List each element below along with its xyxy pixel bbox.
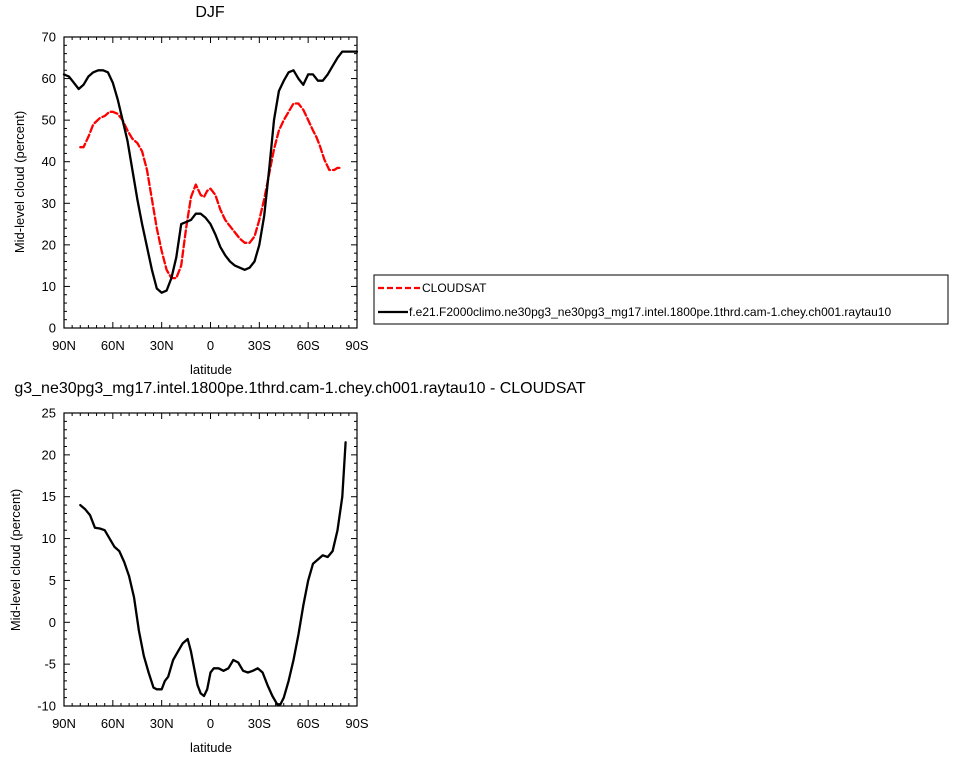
legend: CLOUDSAT f.e21.F2000climo.ne30pg3_ne30pg… [373, 274, 949, 325]
top-plot-area: 90N 60N 30N 0 30S 60S 90S 0 10 20 30 40 50 60 70 [42, 30, 369, 354]
top-y-tick-label: 20 [42, 237, 56, 252]
bottom-y-tick-label: 10 [42, 531, 56, 546]
top-series-line-1 [79, 102, 342, 280]
bottom-x-tick-label: 90N [52, 716, 76, 731]
top-series-line-2 [62, 50, 359, 294]
top-panel: DJF 90N 60N 30N 0 30S 60S 90S 0 10 20 30 40 50 60 70 l… [12, 4, 369, 377]
bottom-x-tick-label: 30N [150, 716, 174, 731]
bottom-x-axis-label: latitude [190, 740, 232, 755]
top-x-tick-label: 60S [297, 338, 320, 353]
bottom-y-tick-label: 25 [42, 406, 56, 421]
top-y-tick-label: 50 [42, 113, 56, 128]
top-y-tick-label: 30 [42, 196, 56, 211]
top-y-tick-label: 10 [42, 279, 56, 294]
bottom-chart-title: g3_ne30pg3_mg17.intel.1800pe.1thrd.cam-1… [14, 380, 586, 397]
bottom-y-axis-label: Mid-level cloud (percent) [8, 489, 23, 631]
top-x-tick-label: 30S [248, 338, 271, 353]
top-y-tick-label: 70 [42, 30, 56, 45]
bottom-y-tick-label: 20 [42, 447, 56, 462]
top-x-tick-label: 90S [345, 338, 368, 353]
top-x-tick-label: 30N [150, 338, 174, 353]
top-x-tick-label: 60N [101, 338, 125, 353]
bottom-x-tick-label: 90S [345, 716, 368, 731]
top-x-tick-label: 90N [52, 338, 76, 353]
bottom-plot-area: 90N 60N 30N 0 30S 60S 90S -10 -5 0 5 10 15 20 25 [37, 406, 369, 732]
legend-box [373, 274, 949, 325]
bottom-y-tick-label: 0 [49, 615, 56, 630]
bottom-y-tick-label: -10 [37, 699, 56, 714]
legend-label-model: f.e21.F2000climo.ne30pg3_ne30pg3_mg17.in… [409, 305, 891, 319]
bottom-panel: g3_ne30pg3_mg17.intel.1800pe.1thrd.cam-1… [8, 380, 586, 755]
top-x-tick-label: 0 [207, 338, 214, 353]
bottom-y-tick-label: 15 [42, 489, 56, 504]
top-y-axis-label: Mid-level cloud (percent) [12, 111, 27, 253]
bottom-series-line-1 [79, 441, 347, 706]
top-y-tick-label: 60 [42, 71, 56, 86]
bottom-x-tick-label: 60N [101, 716, 125, 731]
top-y-tick-label: 40 [42, 154, 56, 169]
bottom-y-tick-label: 5 [49, 573, 56, 588]
top-y-tick-label: 0 [49, 321, 56, 336]
bottom-x-tick-label: 60S [297, 716, 320, 731]
top-plot-frame [63, 36, 358, 329]
top-x-axis-label: latitude [190, 362, 232, 377]
bottom-x-tick-label: 0 [207, 716, 214, 731]
bottom-plot-frame [63, 412, 358, 707]
top-chart-title: DJF [195, 4, 225, 21]
legend-label-cloudsat: CLOUDSAT [422, 281, 487, 295]
bottom-y-tick-label: -5 [44, 657, 56, 672]
bottom-x-tick-label: 30S [248, 716, 271, 731]
